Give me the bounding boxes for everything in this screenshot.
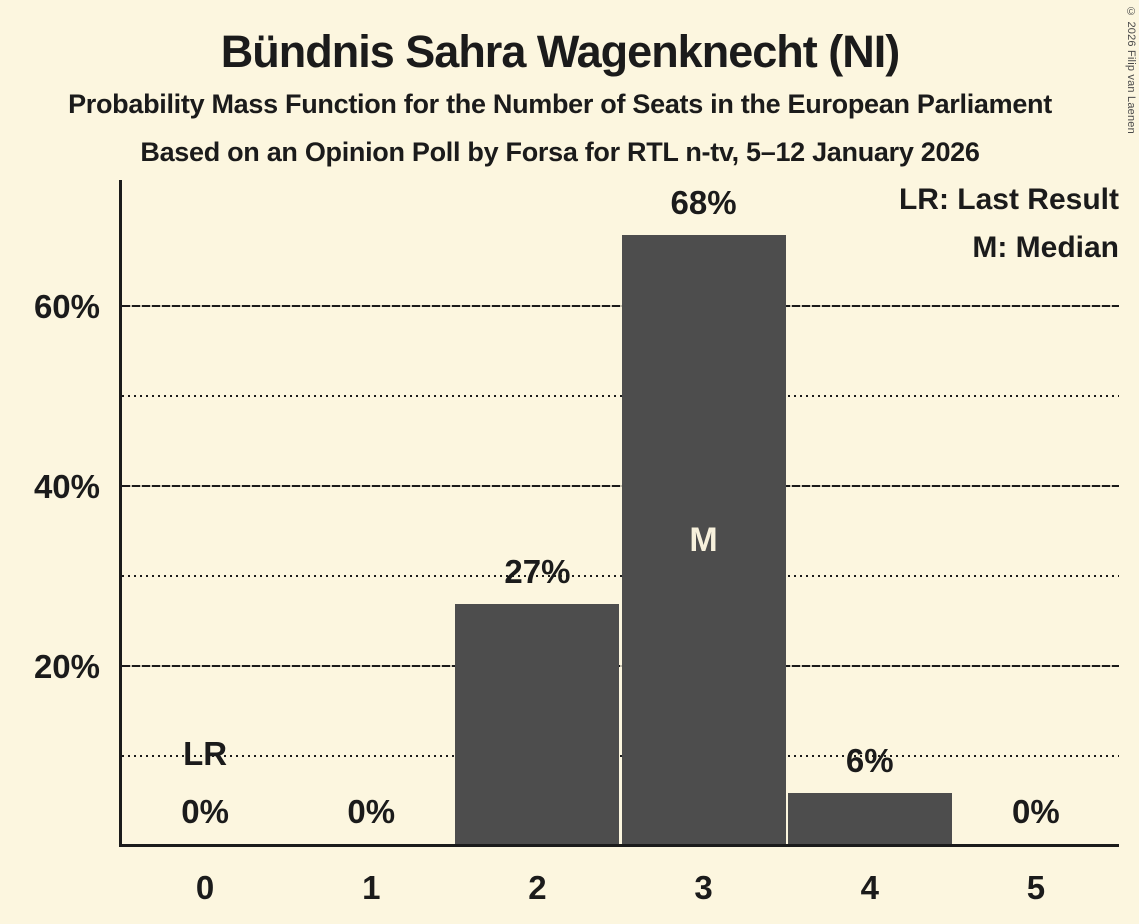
x-axis-label-seats-4: 4 bbox=[860, 869, 879, 906]
chart-title: Bündnis Sahra Wagenknecht (NI) bbox=[220, 26, 900, 77]
median-marker: M bbox=[689, 520, 718, 559]
chart-source-line: Based on an Opinion Poll by Forsa for RT… bbox=[140, 137, 980, 167]
x-axis-label-seats-5: 5 bbox=[1026, 869, 1046, 906]
gridline-solid-60pct bbox=[122, 305, 1119, 307]
last-result-marker: LR bbox=[183, 735, 228, 772]
y-axis-label-40pct: 40% bbox=[33, 468, 100, 505]
x-axis-label-seats-2: 2 bbox=[528, 869, 547, 906]
value-label-seats-4: 6% bbox=[845, 742, 894, 779]
chart-legend: LR: Last Result M: Median bbox=[899, 176, 1119, 272]
bar-seats-2 bbox=[455, 604, 620, 844]
value-label-seats-1: 0% bbox=[347, 793, 396, 830]
value-label-seats-2: 27% bbox=[504, 553, 571, 590]
gridline-solid-40pct bbox=[122, 485, 1119, 487]
gridline-dotted-30pct bbox=[122, 575, 1119, 577]
legend-last-result: LR: Last Result bbox=[898, 183, 1119, 216]
legend-median: M: Median bbox=[972, 231, 1119, 264]
x-axis-label-seats-3: 3 bbox=[694, 869, 713, 906]
x-axis-label-seats-1: 1 bbox=[362, 869, 381, 906]
y-axis-label-20pct: 20% bbox=[33, 648, 100, 685]
x-axis-label-seats-0: 0 bbox=[195, 869, 215, 906]
gridline-dotted-10pct bbox=[122, 755, 1119, 757]
plot-area: 0% 0% 27% 68% 6% 0% LR M bbox=[119, 180, 1119, 847]
y-axis-label-60pct: 60% bbox=[33, 288, 100, 325]
bar-seats-3 bbox=[621, 235, 786, 844]
gridline-dotted-50pct bbox=[122, 395, 1119, 397]
value-label-seats-5: 0% bbox=[1012, 793, 1060, 830]
gridline-solid-20pct bbox=[122, 665, 1119, 667]
bar-seats-4 bbox=[787, 793, 952, 844]
value-label-seats-3: 68% bbox=[670, 184, 737, 221]
value-label-seats-0: 0% bbox=[181, 793, 229, 830]
copyright-text: © 2026 Filip van Laenen bbox=[1125, 6, 1137, 134]
chart-subtitle: Probability Mass Function for the Number… bbox=[68, 89, 1052, 119]
